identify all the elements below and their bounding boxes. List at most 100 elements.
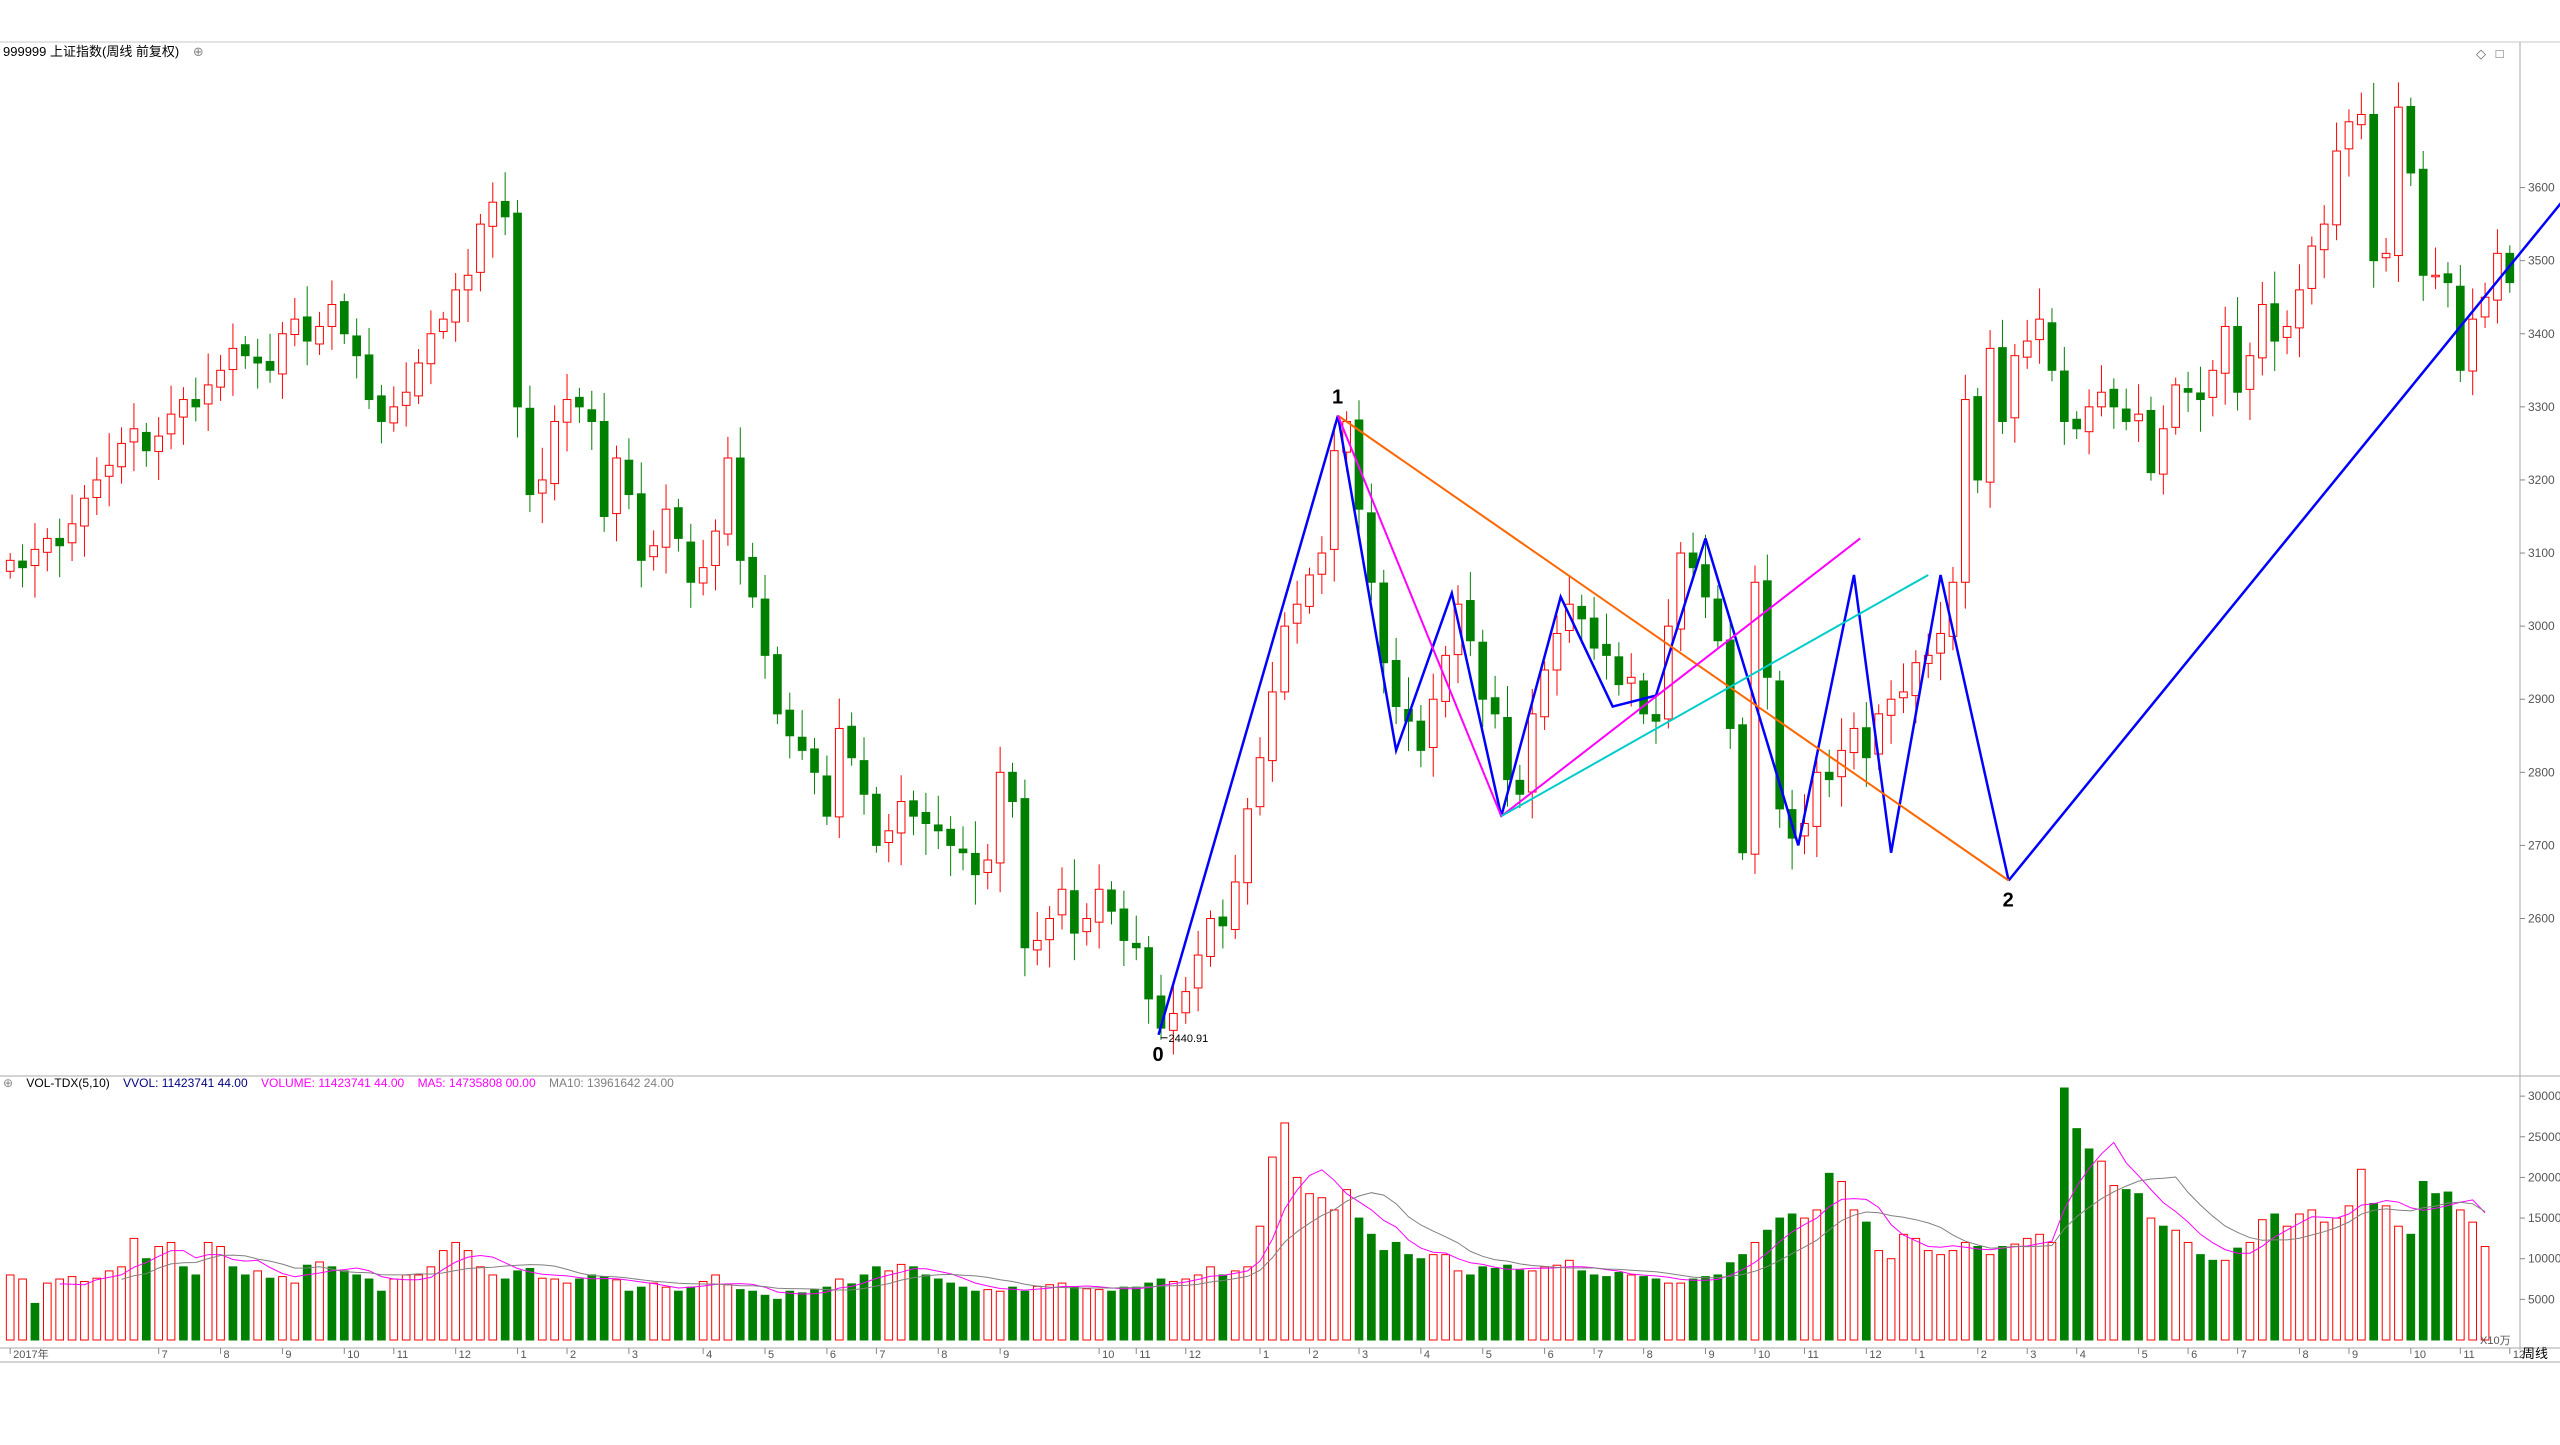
diamond-icon[interactable]: ◇ (2476, 46, 2486, 61)
x-tick-label: 5 (768, 1349, 774, 1361)
candle-down (760, 598, 770, 656)
candle-up (1169, 1013, 1178, 1031)
volume-bar-down (575, 1278, 584, 1341)
volume-bar-up (1985, 1254, 1995, 1341)
candle-down (364, 354, 374, 401)
candle-down (1490, 697, 1500, 715)
candle-down (1020, 798, 1030, 949)
volume-bars (5, 1087, 2490, 1341)
candle-down (797, 736, 807, 751)
volume-bar-up (1923, 1250, 1933, 1341)
volume-bar-down (30, 1302, 40, 1341)
volume-bar-up (562, 1282, 572, 1341)
candle-down (909, 800, 918, 817)
volume-bar-down (1998, 1246, 2007, 1341)
volume-bar-up (80, 1280, 89, 1341)
candle-up (1664, 625, 1673, 720)
volume-bar-up (1552, 1264, 1562, 1341)
volume-bar-down (1478, 1266, 1488, 1341)
window-icon[interactable]: □ (2495, 46, 2504, 61)
candle-down (810, 748, 819, 773)
candle-down (1701, 564, 1710, 598)
volume-settings-icon[interactable]: ⊕ (3, 1076, 14, 1090)
candle-down (525, 407, 535, 496)
volume-bar-down (327, 1266, 337, 1341)
x-tick-label: 8 (2302, 1349, 2308, 1361)
y-tick-label: 3400 (2528, 327, 2555, 341)
cyan-line (1500, 574, 1929, 818)
volume-bar-up (463, 1250, 473, 1341)
volume-bar-down (599, 1276, 609, 1341)
candle-up (216, 369, 225, 388)
x-tick-label: 6 (830, 1349, 836, 1361)
candle-down (2047, 322, 2057, 371)
candle-down (18, 560, 27, 569)
candle-down (1119, 908, 1129, 941)
wave-line-0-1 (1157, 415, 1340, 1036)
candle-up (5, 559, 15, 572)
x-tick-label: 9 (1708, 1349, 1714, 1361)
candle-down (377, 395, 386, 422)
candle-up (2035, 318, 2044, 341)
candle-down (859, 760, 869, 795)
volume-bar-down (760, 1294, 770, 1341)
volume-bar-up (1899, 1233, 1908, 1341)
candle-up (327, 304, 337, 327)
x-tick-label: 1 (521, 1349, 527, 1361)
settings-icon[interactable]: ⊕ (192, 44, 204, 59)
y-tick-label: 2600 (2528, 912, 2555, 926)
volume-bar-up (1837, 1180, 1846, 1341)
candle-up (2307, 245, 2317, 289)
volume-bar-down (2196, 1254, 2205, 1341)
chart-title: 999999 上证指数(周线 前复权) (3, 44, 180, 59)
candle-up (1453, 603, 1463, 656)
volume-bar-up (1441, 1254, 1450, 1341)
period-label[interactable]: 周线 (2522, 1346, 2549, 1361)
candle-down (1738, 724, 1747, 854)
volume-bar-up (896, 1263, 906, 1341)
candle-up (203, 384, 213, 405)
x-tick-label: 12 (459, 1349, 471, 1361)
candle-up (2394, 106, 2403, 257)
candle-up (166, 413, 176, 435)
candle-up (2332, 150, 2341, 226)
volume-bar-down (1651, 1278, 1661, 1341)
candle-up (562, 399, 572, 423)
volume-bar-down (1515, 1269, 1525, 1341)
x-tick-label: 7 (879, 1349, 885, 1361)
wave-label: 2 (2003, 889, 2014, 911)
candle-up (649, 545, 658, 558)
x-tick-label: 10 (347, 1349, 359, 1361)
candle-down (1775, 680, 1785, 810)
x-tick-label: 2017年 (13, 1347, 48, 1361)
volume-bar-down (1391, 1241, 1401, 1341)
candle-up (2134, 413, 2143, 422)
volume-volume-value: VOLUME: 11423741 44.00 (261, 1076, 405, 1090)
candle-down (587, 409, 597, 422)
volume-bar-down (179, 1266, 188, 1341)
volume-bar-up (216, 1246, 225, 1341)
candle-up (1812, 771, 1822, 827)
candle-up (476, 223, 485, 273)
volume-bar-up (18, 1278, 27, 1341)
candle-down (674, 507, 683, 539)
volume-bar-up (1961, 1241, 1970, 1341)
volume-bar-up (389, 1278, 399, 1341)
volume-bar-down (1144, 1282, 1153, 1341)
candle-up (104, 464, 114, 477)
volume-bar-up (1230, 1270, 1240, 1341)
candle-down (2196, 392, 2205, 401)
candle-down (1614, 656, 1624, 686)
candle-up (1181, 991, 1191, 1014)
volume-bar-down (2158, 1225, 2168, 1341)
candle-up (129, 428, 139, 443)
volume-bar-down (1775, 1217, 1785, 1341)
candle-up (389, 406, 399, 424)
candle-up (1428, 698, 1438, 748)
candle-down (1577, 605, 1587, 620)
volume-bar-down (1107, 1290, 1116, 1341)
volume-bar-down (2369, 1202, 2379, 1341)
volume-bar-up (2146, 1217, 2156, 1341)
volume-bar-up (834, 1278, 844, 1341)
